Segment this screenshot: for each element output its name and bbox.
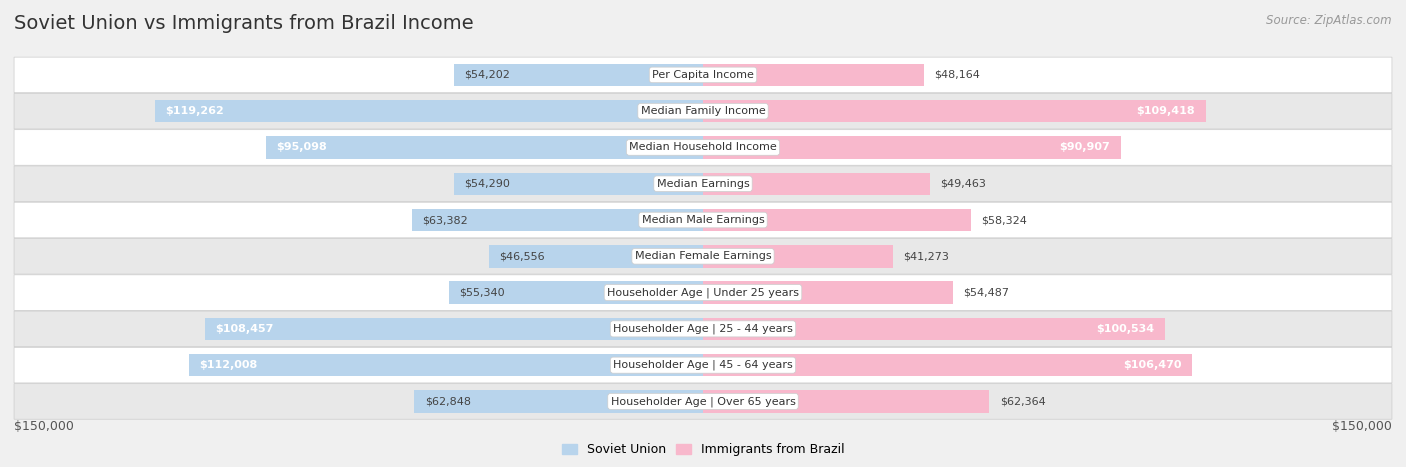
- Text: $54,290: $54,290: [464, 179, 510, 189]
- Bar: [155, 100, 703, 122]
- Text: Per Capita Income: Per Capita Income: [652, 70, 754, 80]
- Bar: [454, 64, 703, 86]
- Text: Median Family Income: Median Family Income: [641, 106, 765, 116]
- Text: $58,324: $58,324: [981, 215, 1028, 225]
- Bar: [412, 209, 703, 231]
- Text: $54,202: $54,202: [464, 70, 510, 80]
- Text: Householder Age | 45 - 64 years: Householder Age | 45 - 64 years: [613, 360, 793, 370]
- Text: Householder Age | 25 - 44 years: Householder Age | 25 - 44 years: [613, 324, 793, 334]
- Text: $112,008: $112,008: [198, 360, 257, 370]
- Text: $49,463: $49,463: [941, 179, 987, 189]
- Text: $48,164: $48,164: [935, 70, 980, 80]
- Bar: [703, 209, 972, 231]
- Bar: [188, 354, 703, 376]
- Text: $95,098: $95,098: [277, 142, 328, 152]
- FancyBboxPatch shape: [14, 166, 1392, 202]
- Text: Soviet Union vs Immigrants from Brazil Income: Soviet Union vs Immigrants from Brazil I…: [14, 14, 474, 33]
- Text: Householder Age | Over 65 years: Householder Age | Over 65 years: [610, 396, 796, 407]
- FancyBboxPatch shape: [14, 275, 1392, 311]
- Text: $63,382: $63,382: [422, 215, 468, 225]
- Text: $108,457: $108,457: [215, 324, 274, 334]
- Text: $109,418: $109,418: [1136, 106, 1195, 116]
- Text: $62,848: $62,848: [425, 396, 471, 406]
- Bar: [489, 245, 703, 268]
- FancyBboxPatch shape: [14, 347, 1392, 383]
- Legend: Soviet Union, Immigrants from Brazil: Soviet Union, Immigrants from Brazil: [557, 439, 849, 461]
- FancyBboxPatch shape: [14, 311, 1392, 347]
- Text: $106,470: $106,470: [1123, 360, 1181, 370]
- Bar: [703, 390, 990, 413]
- Text: $46,556: $46,556: [499, 251, 546, 262]
- Text: $90,907: $90,907: [1060, 142, 1111, 152]
- Bar: [703, 100, 1205, 122]
- FancyBboxPatch shape: [14, 57, 1392, 92]
- Bar: [266, 136, 703, 159]
- Bar: [155, 100, 703, 122]
- Text: Median Male Earnings: Median Male Earnings: [641, 215, 765, 225]
- Bar: [205, 318, 703, 340]
- Text: Median Earnings: Median Earnings: [657, 179, 749, 189]
- Bar: [703, 64, 924, 86]
- Bar: [703, 281, 953, 304]
- Text: $150,000: $150,000: [1331, 420, 1392, 433]
- Bar: [412, 209, 703, 231]
- Bar: [266, 136, 703, 159]
- Text: Source: ZipAtlas.com: Source: ZipAtlas.com: [1267, 14, 1392, 27]
- Bar: [415, 390, 703, 413]
- Bar: [454, 172, 703, 195]
- Bar: [415, 390, 703, 413]
- FancyBboxPatch shape: [14, 202, 1392, 238]
- Bar: [703, 172, 931, 195]
- Text: $55,340: $55,340: [460, 288, 505, 297]
- FancyBboxPatch shape: [14, 384, 1392, 419]
- Text: $100,534: $100,534: [1097, 324, 1154, 334]
- Text: Median Female Earnings: Median Female Earnings: [634, 251, 772, 262]
- Bar: [703, 136, 1121, 159]
- Text: $41,273: $41,273: [903, 251, 949, 262]
- Bar: [489, 245, 703, 268]
- Text: $62,364: $62,364: [1000, 396, 1046, 406]
- Bar: [703, 354, 1192, 376]
- FancyBboxPatch shape: [14, 93, 1392, 129]
- Bar: [449, 281, 703, 304]
- Text: $119,262: $119,262: [166, 106, 225, 116]
- Bar: [454, 172, 703, 195]
- Bar: [703, 318, 1164, 340]
- Bar: [188, 354, 703, 376]
- Bar: [454, 64, 703, 86]
- Text: $54,487: $54,487: [963, 288, 1010, 297]
- Bar: [703, 245, 893, 268]
- Bar: [205, 318, 703, 340]
- Bar: [449, 281, 703, 304]
- FancyBboxPatch shape: [14, 239, 1392, 274]
- FancyBboxPatch shape: [14, 130, 1392, 165]
- Text: Householder Age | Under 25 years: Householder Age | Under 25 years: [607, 287, 799, 298]
- Text: Median Household Income: Median Household Income: [628, 142, 778, 152]
- Text: $150,000: $150,000: [14, 420, 75, 433]
